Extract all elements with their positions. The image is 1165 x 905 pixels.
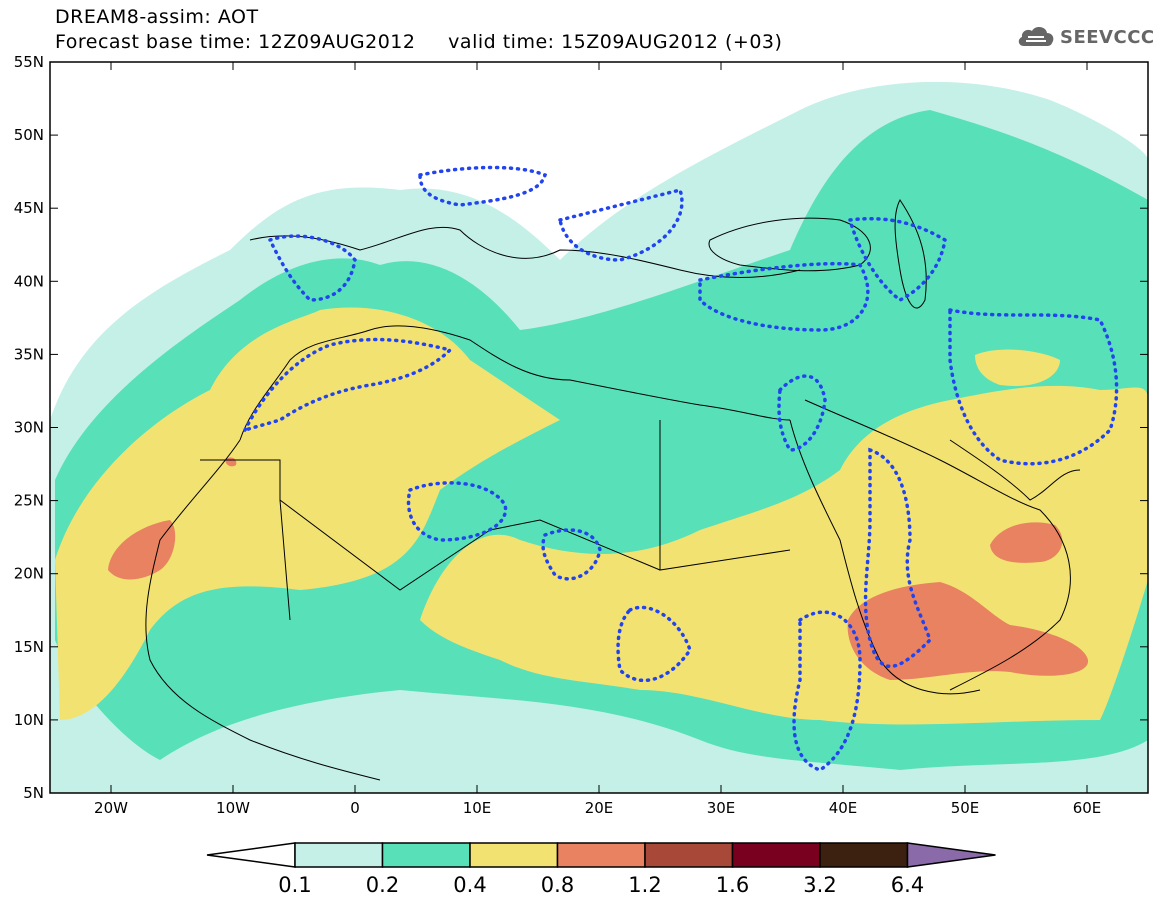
- contour-maghreb: [241, 337, 454, 433]
- lon-label: 60E: [1073, 799, 1102, 817]
- lat-label: 55N: [14, 53, 44, 71]
- lat-label: 50N: [14, 126, 44, 144]
- lat-label: 5N: [23, 784, 44, 802]
- lat-label: 45N: [14, 199, 44, 217]
- logo-text: SEEVCCC: [1060, 26, 1155, 48]
- lon-label: 30E: [707, 799, 736, 817]
- colorbar-high-triangle: [906, 842, 996, 868]
- aot-band-0.8-oman: [990, 522, 1063, 563]
- forecast-times: Forecast base time: 12Z09AUG2012 valid t…: [55, 31, 783, 53]
- aot-band-0.8-arabia: [847, 582, 1089, 680]
- lon-label: 50E: [951, 799, 980, 817]
- contour-anatolia: [698, 261, 870, 332]
- lon-label: 10E: [463, 799, 492, 817]
- contour-levant: [777, 374, 827, 452]
- lat-label: 40N: [14, 272, 44, 290]
- border-sahara-3: [659, 420, 791, 571]
- coastline-africa-north: [239, 325, 791, 441]
- colorbar-segment: [381, 842, 471, 868]
- contour-balkans: [557, 187, 684, 262]
- contour-horn: [792, 610, 862, 772]
- lat-label: 20N: [14, 565, 44, 583]
- colorbar-label: 3.2: [803, 873, 836, 897]
- contour-libya: [541, 528, 602, 581]
- colorbar-segment: [644, 842, 734, 868]
- border-sahara-4: [200, 459, 291, 621]
- colorbar-low-triangle: [206, 842, 296, 868]
- colorbar-label: 0.8: [541, 873, 574, 897]
- contour-caucasus: [848, 216, 947, 303]
- colorbar-segment: [731, 842, 821, 868]
- aot-band-0.4-persia: [975, 349, 1060, 386]
- coastline-gulf: [949, 439, 1081, 501]
- coastline-caspian: [894, 199, 927, 309]
- colorbar-label: 0.2: [366, 873, 399, 897]
- colorbar-label: 0.4: [453, 873, 486, 897]
- contour-arabia: [863, 447, 933, 669]
- coastline-europe-south: [249, 226, 801, 278]
- aot-band-0.8-west: [108, 520, 176, 580]
- colorbar: 0.1 0.2 0.4 0.8 1.2 1.6 3.2 6.4: [206, 842, 996, 897]
- contour-iberia: [268, 234, 357, 302]
- lon-label: 40E: [829, 799, 858, 817]
- seevccc-logo: SEEVCCC: [1016, 24, 1155, 50]
- colorbar-segment: [294, 842, 384, 868]
- cloud-icon: [1018, 27, 1054, 46]
- aot-band-0.4: [55, 307, 560, 720]
- longitude-axis: 20W 10W 0 10E 20E 30E 40E 50E 60E: [94, 62, 1101, 817]
- colorbar-segment: [556, 842, 646, 868]
- lat-label: 30N: [14, 419, 44, 437]
- contour-alps: [418, 165, 548, 207]
- border-sahara-1: [279, 499, 491, 591]
- coastline-africa-west: [145, 439, 381, 781]
- latitude-axis: 55N 50N 45N 40N 35N 30N 25N 20N 15N 10N 5N: [14, 53, 1148, 802]
- colorbar-label: 6.4: [891, 873, 924, 897]
- lat-label: 15N: [14, 638, 44, 656]
- colorbar-segment: [469, 842, 559, 868]
- contour-chad: [616, 605, 692, 682]
- colorbar-segment: [819, 842, 909, 868]
- lon-label: 0: [350, 799, 360, 817]
- lat-label: 25N: [14, 492, 44, 510]
- colorbar-label: 0.1: [278, 873, 311, 897]
- dotted-contours: [241, 165, 1119, 772]
- lon-label: 20W: [94, 799, 128, 817]
- aot-field: [50, 81, 1148, 793]
- contour-iran: [948, 307, 1119, 466]
- colorbar-label: 1.2: [628, 873, 661, 897]
- map-title: DREAM8-assim: AOT: [55, 6, 259, 28]
- lat-label: 10N: [14, 711, 44, 729]
- lat-label: 35N: [14, 345, 44, 363]
- coastline-arabia: [804, 399, 1071, 691]
- lon-label: 20E: [585, 799, 614, 817]
- border-sahara-2: [489, 519, 661, 571]
- coastline-red-sea: [789, 419, 981, 695]
- colorbar-label: 1.6: [716, 873, 749, 897]
- contour-sahara: [406, 481, 508, 542]
- lon-label: 10W: [216, 799, 250, 817]
